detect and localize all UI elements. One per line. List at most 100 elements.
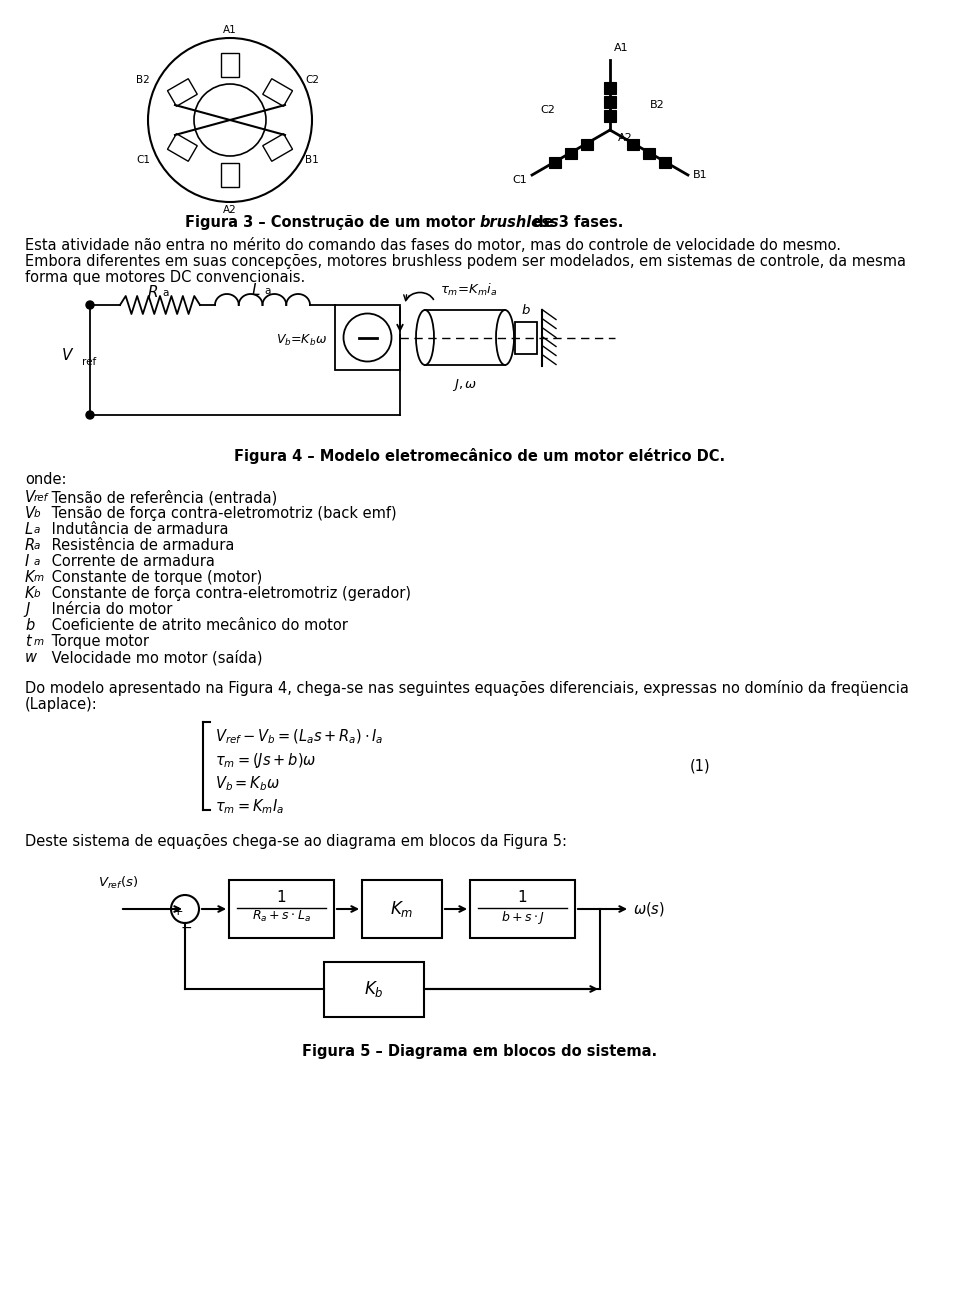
Text: C2: C2 — [540, 105, 555, 115]
Text: b: b — [522, 303, 530, 316]
Text: a: a — [34, 541, 40, 551]
Text: K: K — [25, 586, 35, 602]
Bar — [515, 321, 537, 354]
Text: $V_{ref} - V_b = (L_a s + R_a) \cdot I_a$: $V_{ref} - V_b = (L_a s + R_a) \cdot I_a… — [215, 728, 383, 746]
Text: $\omega(s)$: $\omega(s)$ — [633, 900, 665, 918]
Text: de 3 fases.: de 3 fases. — [528, 216, 623, 230]
Text: (Laplace):: (Laplace): — [25, 697, 98, 713]
Bar — [324, 962, 423, 1016]
Bar — [659, 156, 670, 168]
Text: a: a — [162, 288, 168, 298]
Text: K: K — [25, 571, 35, 585]
Text: b: b — [34, 589, 40, 599]
Text: $\tau_m = (Js + b)\omega$: $\tau_m = (Js + b)\omega$ — [215, 751, 317, 769]
Polygon shape — [263, 134, 293, 161]
Text: b: b — [34, 509, 40, 519]
Text: Figura 5 – Diagrama em blocos do sistema.: Figura 5 – Diagrama em blocos do sistema… — [302, 1044, 658, 1059]
Text: t: t — [25, 634, 31, 649]
Text: Velocidade mo motor (saída): Velocidade mo motor (saída) — [47, 649, 262, 665]
Text: $K_m$: $K_m$ — [391, 899, 414, 919]
Polygon shape — [167, 134, 197, 161]
Text: onde:: onde: — [25, 473, 66, 487]
Polygon shape — [263, 79, 293, 106]
Text: R: R — [25, 538, 36, 553]
Text: A2: A2 — [223, 205, 237, 216]
Ellipse shape — [416, 310, 434, 365]
Text: A2: A2 — [618, 133, 633, 143]
Text: C1: C1 — [513, 176, 527, 185]
Text: a: a — [34, 525, 40, 534]
Text: $V_b = K_b\omega$: $V_b = K_b\omega$ — [215, 775, 280, 793]
Text: b: b — [25, 618, 35, 633]
Bar — [604, 96, 616, 108]
Bar — [470, 880, 575, 939]
Text: (1): (1) — [690, 759, 710, 773]
Text: I: I — [25, 554, 30, 569]
Text: $\tau_m$=$K_m i_a$: $\tau_m$=$K_m i_a$ — [440, 281, 497, 298]
Text: w: w — [25, 649, 37, 665]
Bar — [229, 880, 334, 939]
Text: B2: B2 — [136, 75, 150, 85]
Text: V: V — [25, 491, 35, 505]
Text: +: + — [173, 905, 183, 918]
Text: $\tau_m = K_m I_a$: $\tau_m = K_m I_a$ — [215, 797, 284, 816]
Bar — [643, 147, 655, 159]
Text: m: m — [34, 636, 44, 647]
Text: $V_{ref}(s)$: $V_{ref}(s)$ — [98, 875, 138, 891]
Text: $V_b$=$K_b\omega$: $V_b$=$K_b\omega$ — [276, 333, 327, 349]
Bar — [628, 138, 639, 150]
Bar — [425, 310, 505, 365]
Text: Resistência de armadura: Resistência de armadura — [47, 538, 234, 553]
Text: brushless: brushless — [480, 216, 560, 230]
Text: L: L — [25, 522, 34, 537]
Text: Figura 3 – Construção de um motor: Figura 3 – Construção de um motor — [184, 216, 480, 230]
Text: Constante de torque (motor): Constante de torque (motor) — [47, 571, 262, 585]
Text: A1: A1 — [223, 25, 237, 35]
Text: Tensão de força contra-eletromotriz (back emf): Tensão de força contra-eletromotriz (bac… — [47, 506, 396, 522]
Text: B2: B2 — [650, 99, 664, 110]
Text: C2: C2 — [305, 75, 319, 85]
Bar — [335, 305, 400, 371]
Text: L: L — [252, 283, 260, 298]
Text: Constante de força contra-eletromotriz (gerador): Constante de força contra-eletromotriz (… — [47, 586, 411, 602]
Bar — [565, 147, 577, 159]
Text: Coeficiente de atrito mecânico do motor: Coeficiente de atrito mecânico do motor — [47, 618, 348, 633]
Bar — [581, 138, 592, 150]
Text: Corrente de armadura: Corrente de armadura — [47, 554, 215, 569]
Text: Torque motor: Torque motor — [47, 634, 149, 649]
Text: Indutância de armadura: Indutância de armadura — [47, 522, 228, 537]
Circle shape — [86, 301, 94, 309]
Text: V: V — [25, 506, 35, 522]
Polygon shape — [221, 163, 239, 187]
Text: a: a — [265, 287, 271, 296]
Circle shape — [86, 411, 94, 420]
Bar — [604, 83, 616, 94]
Text: Deste sistema de equações chega-se ao diagrama em blocos da Figura 5:: Deste sistema de equações chega-se ao di… — [25, 834, 567, 849]
Text: $R_a + s \cdot L_a$: $R_a + s \cdot L_a$ — [252, 909, 311, 924]
Text: ref: ref — [34, 493, 48, 503]
Ellipse shape — [496, 310, 514, 365]
Text: ref: ref — [82, 358, 96, 367]
Text: Figura 4 – Modelo eletromecânico de um motor elétrico DC.: Figura 4 – Modelo eletromecânico de um m… — [234, 448, 726, 463]
Text: $J,\omega$: $J,\omega$ — [452, 377, 478, 392]
Bar — [604, 110, 616, 123]
Text: forma que motores DC convencionais.: forma que motores DC convencionais. — [25, 270, 305, 285]
Text: a: a — [34, 556, 40, 567]
Text: B1: B1 — [693, 170, 708, 179]
Text: Esta atividade não entra no mérito do comando das fases do motor, mas do control: Esta atividade não entra no mérito do co… — [25, 238, 841, 253]
Text: Figura 3 – Construção de um motor brushless de 3 fases.: Figura 3 – Construção de um motor brushl… — [245, 216, 715, 230]
Text: $K_b$: $K_b$ — [364, 979, 384, 999]
Text: A1: A1 — [614, 43, 629, 53]
Text: V: V — [61, 347, 72, 363]
Text: J: J — [25, 602, 30, 617]
Text: Embora diferentes em suas concepções, motores brushless podem ser modelados, em : Embora diferentes em suas concepções, mo… — [25, 254, 906, 269]
Text: R: R — [148, 285, 158, 300]
Text: C1: C1 — [136, 155, 150, 165]
Text: −: − — [181, 920, 193, 935]
Text: B1: B1 — [305, 155, 319, 165]
Text: 1: 1 — [276, 889, 286, 905]
Text: Tensão de referência (entrada): Tensão de referência (entrada) — [47, 491, 277, 506]
Text: 1: 1 — [517, 889, 527, 905]
Text: Do modelo apresentado na Figura 4, chega-se nas seguintes equações diferenciais,: Do modelo apresentado na Figura 4, chega… — [25, 680, 909, 696]
Bar — [362, 880, 442, 939]
